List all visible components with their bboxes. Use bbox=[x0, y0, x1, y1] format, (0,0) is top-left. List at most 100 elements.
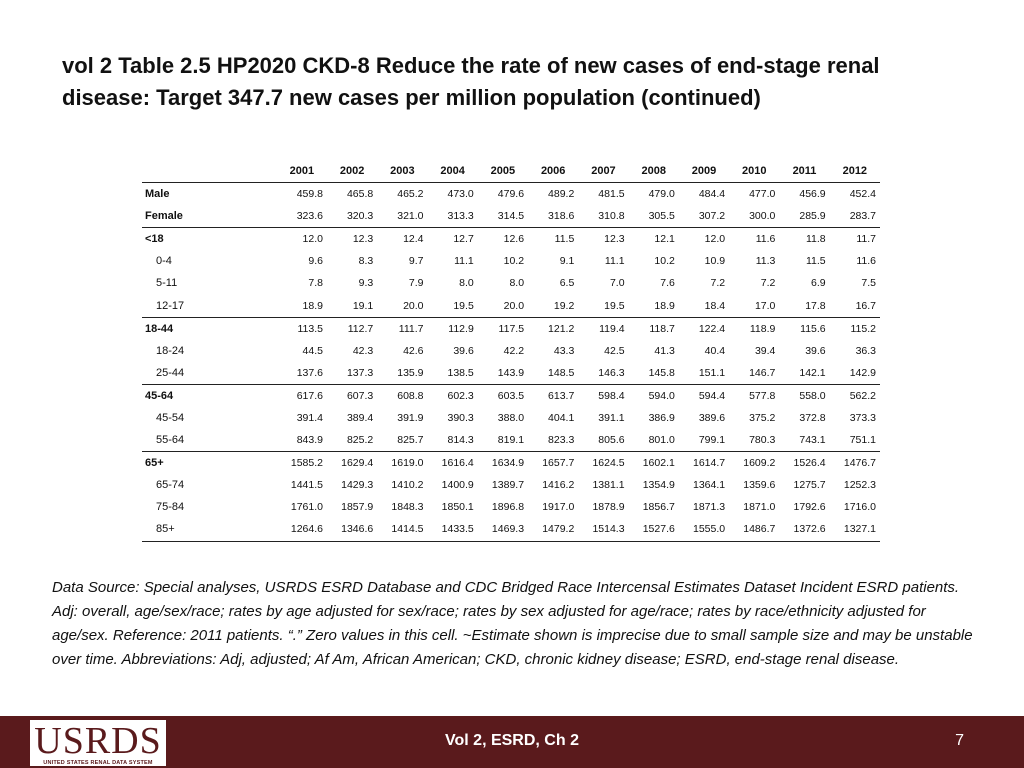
usrds-logo: USRDS UNITED STATES RENAL DATA SYSTEM bbox=[30, 720, 166, 766]
table-cell: 12.0 bbox=[678, 227, 730, 251]
table-cell: 602.3 bbox=[427, 383, 478, 407]
table-cell: 285.9 bbox=[799, 210, 826, 223]
table-cell: 7.5 bbox=[861, 277, 876, 290]
table-cell: 135.9 bbox=[397, 366, 424, 379]
table-cell: 18.4 bbox=[704, 299, 726, 312]
table-cell: 283.7 bbox=[849, 210, 876, 223]
table-cell: 558.0 bbox=[779, 383, 830, 407]
table-cell: 1634.9 bbox=[477, 451, 529, 475]
table-cell: 12.3 bbox=[578, 227, 629, 251]
table-cell: 390.3 bbox=[447, 411, 474, 424]
table-cell: 11.6 bbox=[729, 227, 780, 251]
table-cell: 11.7 bbox=[829, 227, 880, 251]
table-cell: 115.2 bbox=[829, 316, 880, 340]
table-cell: 1479.2 bbox=[528, 518, 579, 542]
table-cell: 1364.1 bbox=[692, 479, 726, 492]
table-cell: 146.3 bbox=[598, 366, 625, 379]
table-cell: 39.6 bbox=[805, 344, 826, 357]
table-cell: 20.0 bbox=[503, 299, 525, 312]
row-label: 85+ bbox=[142, 518, 277, 542]
table-cell: 42.6 bbox=[403, 344, 424, 357]
incidence-rate-table: 2001 2002 2003 2004 2005 2006 2007 2008 2009 2010… bbox=[142, 160, 880, 542]
table-row: 75-84 1761.0 1857.9 1848.3 1850.1 1896.8 1917.… bbox=[142, 496, 880, 518]
table-cell: 1526.4 bbox=[779, 451, 830, 475]
table-cell: 17.0 bbox=[754, 299, 776, 312]
table-cell: 113.5 bbox=[276, 316, 327, 340]
year-header-2012: 2012 bbox=[842, 165, 868, 177]
table-cell: 19.5 bbox=[453, 299, 474, 312]
table-cell: 11.8 bbox=[779, 227, 830, 251]
table-cell: 11.3 bbox=[755, 255, 776, 268]
row-label: 45-54 bbox=[156, 411, 185, 424]
table-cell: 12.4 bbox=[377, 227, 428, 251]
table-cell: 138.5 bbox=[447, 366, 474, 379]
table-cell: 1429.3 bbox=[341, 479, 374, 492]
table-cell: 1275.7 bbox=[793, 479, 826, 492]
header-label-cell bbox=[142, 160, 277, 183]
table-cell: 388.0 bbox=[497, 411, 525, 424]
row-label: 18-24 bbox=[156, 344, 185, 357]
year-header-2007: 2007 bbox=[591, 165, 616, 177]
row-label: Male bbox=[145, 188, 170, 201]
table-cell: 391.1 bbox=[598, 411, 625, 424]
table-cell: 42.2 bbox=[503, 344, 525, 357]
table-cell: 12.0 bbox=[276, 227, 327, 251]
table-cell: 8.0 bbox=[459, 277, 474, 290]
table-cell: 7.2 bbox=[760, 277, 776, 290]
slide-title: vol 2 Table 2.5 HP2020 CKD-8 Reduce the … bbox=[62, 53, 880, 110]
table-cell: 137.6 bbox=[296, 366, 323, 379]
table-cell: 465.2 bbox=[397, 188, 424, 201]
table-cell: 743.1 bbox=[799, 434, 826, 447]
table-cell: 12.7 bbox=[427, 227, 478, 251]
table-cell: 1400.9 bbox=[441, 479, 474, 492]
table-cell: 594.0 bbox=[628, 383, 679, 407]
table-cell: 386.9 bbox=[648, 411, 675, 424]
table-cell: 1878.9 bbox=[592, 501, 625, 514]
table-cell: 300.0 bbox=[749, 210, 776, 223]
table-cell: 142.9 bbox=[849, 366, 876, 379]
table-row: <18 12.0 12.3 12.4 12.7 12.6 11.5 12.3 12.1 12.0 1… bbox=[142, 227, 880, 251]
table-cell: 12.6 bbox=[477, 227, 529, 251]
table-cell: 7.6 bbox=[660, 277, 675, 290]
table-cell: 11.5 bbox=[805, 255, 826, 268]
table-cell: 1792.6 bbox=[793, 501, 826, 514]
table-cell: 1761.0 bbox=[290, 501, 323, 514]
logo-subtext: UNITED STATES RENAL DATA SYSTEM bbox=[43, 760, 153, 766]
table-cell: 1527.6 bbox=[628, 518, 679, 542]
table-cell: 373.3 bbox=[849, 411, 876, 424]
data-source-note: Data Source: Special analyses, USRDS ESR… bbox=[52, 579, 973, 668]
table-cell: 562.2 bbox=[829, 383, 880, 407]
table-cell: 465.8 bbox=[346, 188, 374, 201]
table-cell: 479.0 bbox=[648, 188, 675, 201]
table-cell: 43.3 bbox=[553, 344, 575, 357]
row-label: 18-44 bbox=[142, 316, 277, 340]
table-cell: 12.3 bbox=[326, 227, 378, 251]
table-cell: 375.2 bbox=[749, 411, 776, 424]
table-cell: 1327.1 bbox=[829, 518, 880, 542]
table-cell: 1657.7 bbox=[528, 451, 579, 475]
table-cell: 1252.3 bbox=[843, 479, 876, 492]
table-row: 45-64 617.6 607.3 608.8 602.3 603.5 613.7 598.4… bbox=[142, 383, 880, 407]
year-header-2008: 2008 bbox=[641, 165, 666, 177]
row-label: Female bbox=[145, 210, 183, 223]
table-row: 12-17 18.9 19.1 20.0 19.5 20.0 19.2 19.5 18.9 18.… bbox=[142, 294, 880, 317]
table-cell: 825.2 bbox=[346, 434, 374, 447]
table-cell: 11.1 bbox=[604, 255, 625, 268]
table-cell: 1414.5 bbox=[377, 518, 428, 542]
table-cell: 1469.3 bbox=[477, 518, 529, 542]
table-cell: 825.7 bbox=[397, 434, 424, 447]
table-cell: 7.2 bbox=[710, 277, 726, 290]
year-header-2006: 2006 bbox=[540, 165, 566, 177]
table-cell: 1614.7 bbox=[678, 451, 730, 475]
table-cell: 19.5 bbox=[604, 299, 625, 312]
table-cell: 404.1 bbox=[548, 411, 575, 424]
year-header-2004: 2004 bbox=[440, 165, 465, 177]
table-cell: 603.5 bbox=[477, 383, 529, 407]
table-cell: 6.9 bbox=[811, 277, 826, 290]
table-cell: 20.0 bbox=[403, 299, 424, 312]
table-cell: 391.4 bbox=[296, 411, 323, 424]
row-label: 25-44 bbox=[156, 366, 185, 379]
table-cell: 39.6 bbox=[453, 344, 474, 357]
table-cell: 1389.7 bbox=[491, 479, 525, 492]
table-cell: 11.6 bbox=[856, 255, 876, 268]
